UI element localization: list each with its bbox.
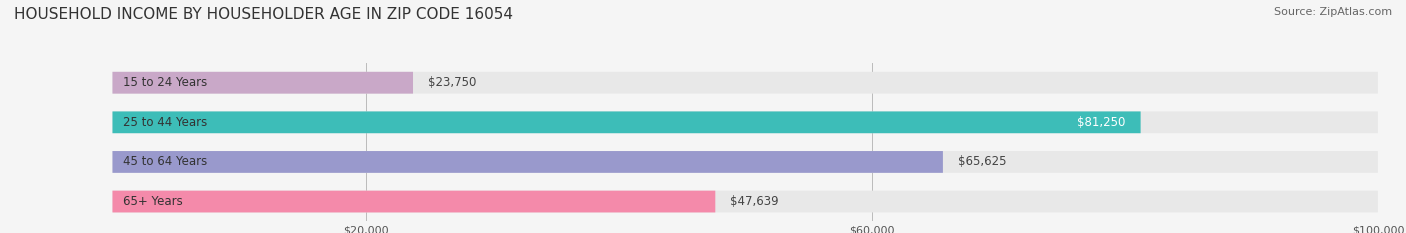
Text: HOUSEHOLD INCOME BY HOUSEHOLDER AGE IN ZIP CODE 16054: HOUSEHOLD INCOME BY HOUSEHOLDER AGE IN Z… [14,7,513,22]
Text: $23,750: $23,750 [429,76,477,89]
FancyBboxPatch shape [112,111,1378,133]
Text: 15 to 24 Years: 15 to 24 Years [122,76,207,89]
Text: $47,639: $47,639 [731,195,779,208]
Text: 45 to 64 Years: 45 to 64 Years [122,155,207,168]
FancyBboxPatch shape [112,191,716,212]
FancyBboxPatch shape [112,72,1378,94]
Text: 65+ Years: 65+ Years [122,195,183,208]
FancyBboxPatch shape [112,111,1140,133]
FancyBboxPatch shape [112,151,943,173]
Text: $65,625: $65,625 [957,155,1007,168]
FancyBboxPatch shape [112,191,1378,212]
FancyBboxPatch shape [112,72,413,94]
Text: 25 to 44 Years: 25 to 44 Years [122,116,207,129]
FancyBboxPatch shape [112,151,1378,173]
Text: Source: ZipAtlas.com: Source: ZipAtlas.com [1274,7,1392,17]
Text: $81,250: $81,250 [1077,116,1125,129]
